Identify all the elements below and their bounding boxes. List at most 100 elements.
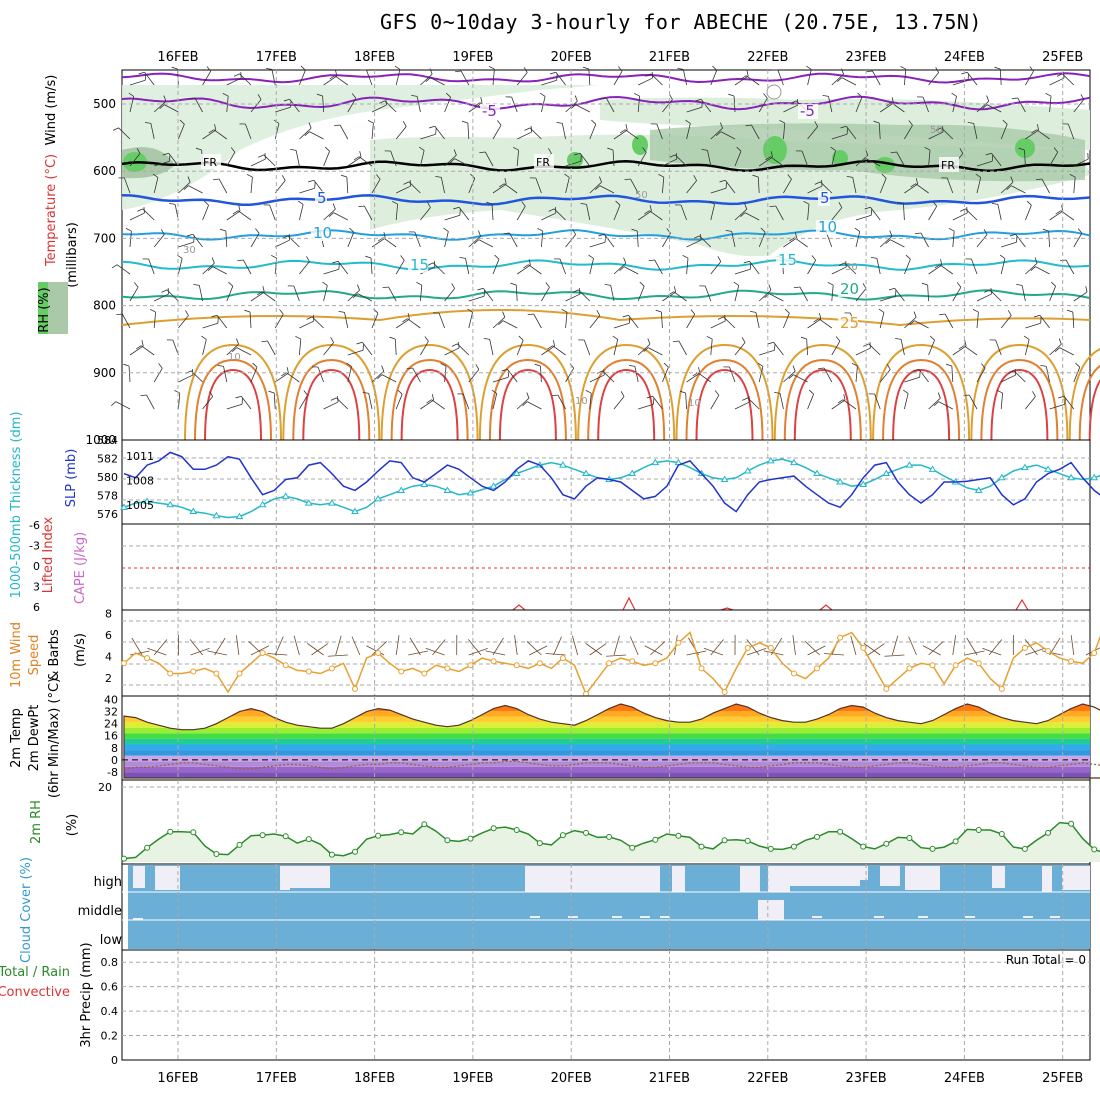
ylabel-total-rain: Total / Rain (0, 965, 70, 980)
wind-speed-point (121, 660, 127, 667)
wind-barb (952, 212, 968, 221)
wind-barb-flag (1058, 395, 1065, 399)
cloud-dash (812, 916, 822, 918)
wind-barb (1025, 71, 1034, 86)
wind-barb (484, 151, 494, 167)
rh-point (998, 831, 1005, 837)
wind-barb (333, 212, 348, 221)
contour-label-10: 10 (818, 218, 837, 236)
wind-barb (575, 104, 590, 113)
cloud-dash (530, 916, 540, 918)
wind-barb-flag (136, 148, 141, 154)
wind-barb (172, 339, 179, 356)
wind-barb (516, 150, 520, 167)
wind-barb-flag (365, 255, 372, 259)
wind-barb (322, 96, 324, 113)
wind-barb-flag (232, 210, 239, 215)
wind-barb (624, 129, 639, 140)
wind-barb (198, 285, 203, 302)
wind-barb (734, 268, 751, 275)
wind-barb (434, 126, 445, 140)
wind-barb-flag (548, 208, 555, 212)
wind-barb-flag (741, 337, 746, 343)
precip-tick-label: 0.6 (101, 981, 119, 994)
wind-speed-point (467, 662, 474, 669)
wind-barb (928, 150, 931, 167)
cloud-gap (740, 866, 760, 892)
wind-barb (431, 399, 445, 410)
wind-barb-flag (411, 94, 418, 97)
wind-barb (904, 125, 913, 140)
pressure-tick-label: 1000 (85, 433, 116, 447)
wind-barb-flag (1056, 73, 1063, 77)
wind-barb (879, 178, 887, 194)
wind-barb (482, 288, 494, 302)
wind-barb-flag (861, 158, 867, 163)
wind-barb (370, 258, 373, 275)
wind-barb (129, 231, 132, 248)
wind-barb (311, 316, 324, 329)
wind-barb (1049, 343, 1062, 356)
bottom-date-label: 24FEB (944, 1071, 985, 1086)
wind-barb (1045, 366, 1050, 383)
wind-barb-flag (160, 229, 165, 235)
wind-speed-point (721, 688, 728, 695)
temp-tick-label: 32 (104, 706, 118, 719)
wind-barb (250, 367, 258, 383)
cloud-dash (612, 916, 622, 918)
wind-barb (944, 313, 954, 329)
wind-speed-point (352, 685, 359, 692)
wind-barb (589, 393, 592, 410)
wind-barb-flag (866, 70, 873, 73)
wind-barb-flag (736, 146, 742, 152)
wind-barb-flag (838, 262, 845, 266)
wind-barb-flag (257, 94, 262, 100)
li-tick-label: 0 (33, 560, 40, 573)
wind-barb (261, 291, 276, 302)
wind-barb (879, 102, 894, 113)
wind-barb-flag (642, 147, 647, 153)
wind-barb (966, 72, 978, 86)
thickness-tick-label: 578 (97, 490, 118, 503)
wind-barb (686, 123, 691, 140)
wind-barb-flag (220, 228, 226, 232)
thickness-tick-label: 584 (97, 434, 118, 447)
wind-speed-point (975, 660, 982, 667)
rh-panel: 20 (98, 779, 1100, 865)
thickness-point (559, 461, 567, 468)
wind-barb-flag (1009, 233, 1016, 237)
wind-barb-flag (1040, 364, 1047, 367)
surface-wind-barb (307, 643, 324, 656)
wind-barb-flag (162, 152, 169, 156)
rh-point (352, 848, 359, 855)
rh-point (144, 844, 151, 851)
cloud-gap (905, 866, 940, 890)
wind-barb-flag (537, 228, 543, 232)
wind-barb-flag (792, 365, 796, 372)
isotherm-25 (121, 309, 1091, 327)
wind-barb-flag (716, 131, 722, 136)
rh-point (975, 827, 982, 833)
wind-barb (1049, 96, 1052, 113)
wind-barb (492, 316, 506, 329)
wind-barb-flag (814, 181, 821, 185)
wind-barb-flag (332, 203, 336, 210)
wind-barb (1000, 181, 1014, 194)
wind-barb-flag (1030, 266, 1036, 271)
contour-label-fr: FR (536, 156, 550, 169)
wind-barb-flag (915, 178, 919, 185)
cloud-gap (992, 866, 1005, 888)
wind-barb-flag (717, 256, 722, 262)
wind-barb (309, 131, 324, 140)
wind-barb (178, 315, 189, 329)
contour-label-20: 20 (840, 280, 859, 298)
surface-wind-barb (274, 636, 284, 656)
wind-barb (444, 231, 449, 248)
wind-barb (807, 204, 810, 221)
wind-barb-flag (913, 368, 920, 372)
rh-point (675, 832, 682, 839)
wind-barb-flag (528, 259, 531, 266)
wind-barb (939, 264, 954, 275)
wind-barb-flag (972, 309, 979, 313)
